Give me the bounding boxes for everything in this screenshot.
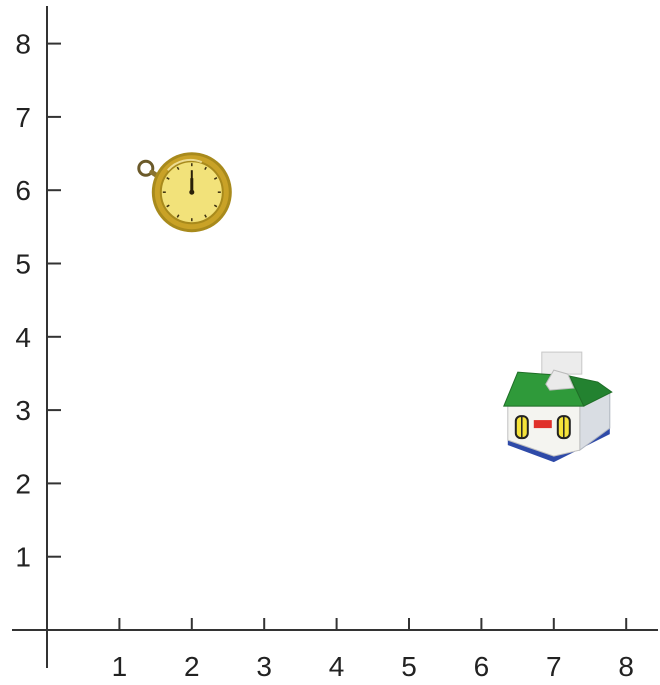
y-tick-label: 4 [15, 322, 31, 353]
y-axis-ticks: 1 2 3 4 5 6 7 8 [15, 29, 61, 573]
x-tick-label: 4 [329, 651, 345, 682]
y-tick-label: 2 [15, 468, 31, 499]
x-axis-ticks: 1 2 3 4 5 6 7 8 [112, 618, 634, 682]
x-tick-label: 6 [474, 651, 490, 682]
plotted-objects [137, 152, 613, 463]
axes [12, 6, 658, 668]
y-tick-label: 5 [15, 249, 31, 280]
x-tick-label: 7 [546, 651, 562, 682]
y-tick-label: 8 [15, 29, 31, 60]
x-tick-label: 8 [618, 651, 634, 682]
x-tick-label: 5 [401, 651, 417, 682]
y-tick-label: 1 [15, 542, 31, 573]
y-tick-label: 3 [15, 395, 31, 426]
x-tick-label: 3 [256, 651, 272, 682]
y-tick-label: 6 [15, 175, 31, 206]
house-icon [503, 351, 613, 463]
x-tick-label: 2 [184, 651, 200, 682]
y-tick-label: 7 [15, 102, 31, 133]
pocket-watch-icon [137, 152, 232, 233]
x-tick-label: 1 [112, 651, 128, 682]
